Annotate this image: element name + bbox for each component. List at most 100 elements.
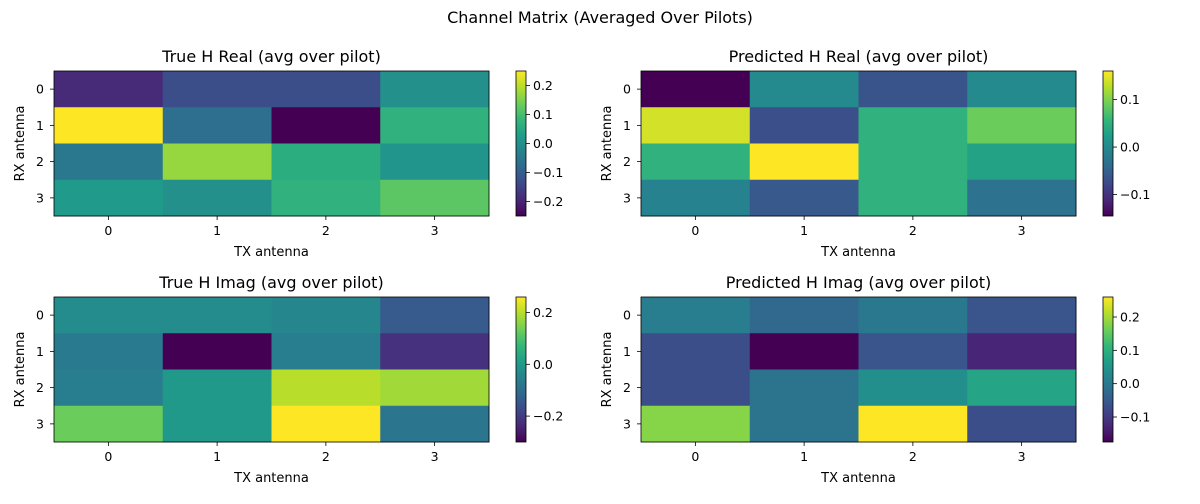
x-tick-label: 1 [800, 449, 808, 464]
heatmap-cell [749, 71, 859, 108]
colorbar [1103, 297, 1113, 442]
heatmap-cell [271, 107, 381, 144]
y-tick-label: 0 [36, 82, 44, 97]
heatmap-cell [967, 369, 1077, 407]
heatmap-cell [641, 179, 751, 217]
heatmap-cell [162, 107, 272, 144]
y-axis-label: RX antenna [600, 106, 615, 182]
heatmap-cell [54, 71, 164, 108]
plot-frame [53, 296, 490, 443]
colorbar [516, 71, 526, 216]
x-tick-label: 1 [213, 449, 221, 464]
figure-title: Channel Matrix (Averaged Over Pilots) [447, 8, 753, 27]
x-tick-label: 0 [691, 223, 699, 238]
heatmap-cell [271, 369, 381, 407]
colorbar-tick-label: 0.1 [1120, 343, 1140, 358]
heatmap-cell [54, 143, 164, 181]
heatmap-cell [162, 297, 272, 334]
heatmap-cell [380, 179, 490, 217]
heatmap-cell [162, 333, 272, 370]
heatmap-cell [271, 179, 381, 217]
heatmap-cell [967, 405, 1077, 443]
colorbar-frame [1102, 296, 1114, 443]
y-tick-label: 3 [36, 190, 44, 205]
x-tick-label: 3 [1018, 223, 1026, 238]
x-axis-label: TX antenna [820, 471, 896, 486]
colorbar-tick-label: 0.2 [1120, 310, 1140, 325]
colorbar [516, 297, 526, 442]
heatmap-cell [641, 143, 751, 181]
heatmap-cell [54, 297, 164, 334]
y-tick-label: 2 [36, 380, 44, 395]
heatmap-cell [749, 107, 859, 144]
heatmap-cell [54, 369, 164, 407]
colorbar-tick-label: 0.0 [533, 357, 553, 372]
y-tick-label: 3 [36, 416, 44, 431]
heatmap-cell [54, 405, 164, 443]
heatmap-cell [162, 405, 272, 443]
colorbar-tick-label: −0.1 [533, 165, 563, 180]
heatmap-cell [380, 369, 490, 407]
x-tick-label: 3 [431, 449, 439, 464]
colorbar-tick-label: 0.0 [533, 136, 553, 151]
heatmap-cell [380, 71, 490, 108]
heatmap-cell [380, 107, 490, 144]
heatmap-cell [858, 333, 968, 370]
heatmap-cell [271, 333, 381, 370]
heatmap-cell [967, 107, 1077, 144]
heatmap-cell [54, 107, 164, 144]
heatmap-cell [858, 179, 968, 217]
y-tick-label: 1 [36, 344, 44, 359]
heatmap-cell [749, 333, 859, 370]
heatmap-cell [162, 369, 272, 407]
colorbar-tick-label: 0.0 [1120, 376, 1140, 391]
heatmap-cell [162, 143, 272, 181]
y-tick-label: 2 [623, 380, 631, 395]
heatmap-cell [641, 297, 751, 334]
y-tick-label: 0 [623, 308, 631, 323]
colorbar-frame [515, 296, 527, 443]
heatmap-cell [858, 71, 968, 108]
plot-frame [640, 70, 1077, 217]
heatmap-cell [162, 179, 272, 217]
heatmap-cell [967, 143, 1077, 181]
heatmap-cell [641, 333, 751, 370]
heatmap-cell [967, 179, 1077, 217]
heatmap-cell [858, 405, 968, 443]
heatmap-cell [749, 143, 859, 181]
heatmap-cell [858, 107, 968, 144]
y-tick-label: 3 [623, 416, 631, 431]
y-axis-label: RX antenna [13, 106, 28, 182]
heatmap-cell [749, 369, 859, 407]
colorbar-tick-label: 0.1 [1120, 92, 1140, 107]
x-tick-label: 0 [104, 223, 112, 238]
plot-frame [640, 296, 1077, 443]
heatmap-cell [967, 297, 1077, 334]
y-axis-label: RX antenna [600, 332, 615, 408]
heatmap-cell [641, 405, 751, 443]
x-tick-label: 2 [322, 223, 330, 238]
x-axis-label: TX antenna [233, 245, 309, 260]
heatmap-cell [749, 297, 859, 334]
heatmap-cell [967, 71, 1077, 108]
heatmap-cell [271, 297, 381, 334]
panel-title: True H Imag (avg over pilot) [158, 273, 383, 292]
y-tick-label: 1 [623, 118, 631, 133]
y-tick-label: 0 [623, 82, 631, 97]
x-tick-label: 2 [909, 449, 917, 464]
colorbar-tick-label: 0.0 [1120, 140, 1140, 155]
heatmap-cell [967, 333, 1077, 370]
y-axis-label: RX antenna [13, 332, 28, 408]
x-axis-label: TX antenna [820, 245, 896, 260]
colorbar-tick-label: 0.1 [533, 107, 553, 122]
x-tick-label: 1 [800, 223, 808, 238]
colorbar-tick-label: −0.2 [533, 409, 563, 424]
panel-title: Predicted H Real (avg over pilot) [729, 47, 989, 66]
x-tick-label: 3 [431, 223, 439, 238]
x-tick-label: 0 [691, 449, 699, 464]
y-tick-label: 1 [623, 344, 631, 359]
y-tick-label: 3 [623, 190, 631, 205]
x-axis-label: TX antenna [233, 471, 309, 486]
heatmap-cell [749, 405, 859, 443]
